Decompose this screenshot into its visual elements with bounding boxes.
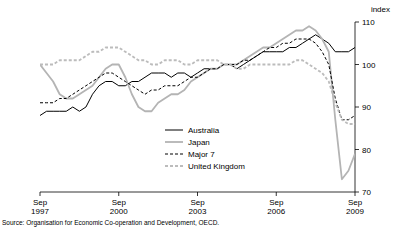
y-tick-label: 100 <box>362 61 376 70</box>
x-tick <box>197 192 198 196</box>
y-tick-label: 80 <box>362 146 371 155</box>
y-tick <box>355 64 359 65</box>
legend-label: Japan <box>188 138 210 147</box>
y-tick-label: 110 <box>362 18 375 27</box>
y-tick <box>355 107 359 108</box>
x-tick-label-part: Sep <box>112 198 127 207</box>
legend-swatch <box>165 154 183 155</box>
legend-swatch <box>165 130 183 131</box>
x-tick <box>40 192 41 196</box>
x-tick-label-part: 1997 <box>31 207 49 216</box>
legend-swatch <box>165 165 183 167</box>
legend-swatch <box>165 141 183 143</box>
x-tick-label-part: 2003 <box>189 207 207 216</box>
x-tick <box>276 192 277 196</box>
x-tick-label: Sep2003 <box>189 198 207 216</box>
x-tick-label-part: Sep <box>190 198 205 207</box>
series-line <box>40 39 355 120</box>
x-tick <box>355 192 356 196</box>
y-tick <box>355 192 359 193</box>
x-tick-label: Sep2009 <box>346 198 364 216</box>
series-line <box>40 48 355 125</box>
x-tick-label-part: 2000 <box>110 207 128 216</box>
series-line <box>40 35 355 116</box>
plot-lines <box>40 26 355 179</box>
legend-label: Australia <box>188 126 220 135</box>
x-tick <box>118 192 119 196</box>
x-tick-label-part: Sep <box>269 198 284 207</box>
y-tick-label: 70 <box>362 188 371 197</box>
y-axis-label: index <box>371 5 390 14</box>
legend-label: United Kingdom <box>188 162 245 171</box>
x-tick-label-part: 2006 <box>267 207 285 216</box>
y-tick-label: 90 <box>362 103 371 112</box>
y-tick <box>355 22 359 23</box>
chart: 708090100110indexSep1997Sep2000Sep2003Se… <box>0 0 397 227</box>
legend-label: Major 7 <box>188 150 215 159</box>
y-tick <box>355 149 359 150</box>
series-line <box>40 26 355 179</box>
x-tick-label: Sep2006 <box>267 198 285 216</box>
x-tick-label: Sep1997 <box>31 198 49 216</box>
x-tick-label: Sep2000 <box>110 198 128 216</box>
source: Source: Organisation for Economic Co-ope… <box>2 219 219 227</box>
x-tick-label-part: Sep <box>348 198 363 207</box>
x-tick-label-part: Sep <box>33 198 48 207</box>
x-tick-label-part: 2009 <box>346 207 364 216</box>
